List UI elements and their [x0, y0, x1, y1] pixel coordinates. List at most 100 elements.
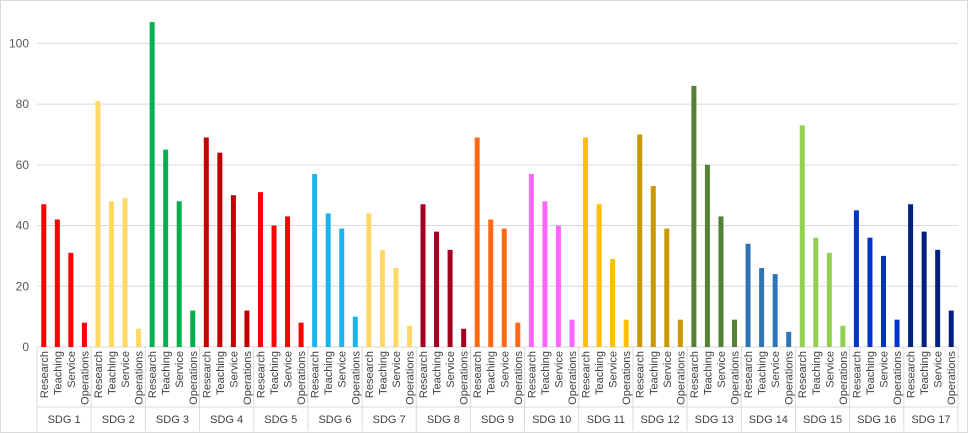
- bar: [447, 249, 453, 347]
- subcategory-label: Operations: [621, 351, 633, 405]
- subcategory-label: Operations: [79, 351, 91, 405]
- bar: [921, 231, 927, 347]
- subcategory-label: Service: [283, 351, 295, 388]
- subcategory-label: Service: [228, 351, 240, 388]
- bar: [867, 237, 873, 347]
- bar: [108, 201, 114, 347]
- subcategory-label: Teaching: [432, 351, 444, 395]
- subcategory-label: Teaching: [215, 351, 227, 395]
- subcategory-label: Research: [581, 351, 593, 398]
- subcategory-label: Teaching: [52, 351, 64, 395]
- bar: [271, 225, 277, 347]
- bar: [122, 198, 128, 347]
- y-tick-label: 100: [9, 36, 29, 50]
- group-label: SDG 17: [911, 414, 950, 426]
- bar: [583, 137, 589, 347]
- subcategory-label: Teaching: [594, 351, 606, 395]
- subcategory-label: Teaching: [106, 351, 118, 395]
- subcategory-label: Teaching: [702, 351, 714, 395]
- y-tick-label: 0: [22, 340, 29, 354]
- bar: [935, 249, 941, 347]
- bar: [759, 268, 765, 347]
- bar: [41, 204, 47, 347]
- bar: [54, 219, 60, 347]
- subcategory-label: Research: [635, 351, 647, 398]
- bar: [704, 164, 710, 347]
- bar: [230, 195, 236, 347]
- group-label: SDG 5: [264, 414, 297, 426]
- subcategory-label: Research: [418, 351, 430, 398]
- subcategory-label: Operations: [784, 351, 796, 405]
- y-tick-label: 60: [16, 158, 30, 172]
- bar: [853, 210, 859, 347]
- bar: [786, 331, 792, 347]
- bar: [813, 237, 819, 347]
- subcategory-label: Operations: [404, 351, 416, 405]
- subcategory-label: Research: [201, 351, 213, 398]
- subcategory-label: Operations: [567, 351, 579, 405]
- bar: [298, 322, 304, 347]
- subcategory-label: Service: [933, 351, 945, 388]
- subcategory-label: Operations: [188, 351, 200, 405]
- bar: [948, 310, 954, 347]
- subcategory-label: Service: [445, 351, 457, 388]
- subcategory-label: Service: [391, 351, 403, 388]
- group-label: SDG 3: [156, 414, 189, 426]
- subcategory-label: Service: [337, 351, 349, 388]
- group-label: SDG 7: [373, 414, 406, 426]
- bar: [799, 125, 805, 347]
- bar: [515, 322, 521, 347]
- bar: [610, 258, 616, 347]
- bar: [95, 101, 101, 348]
- subcategory-label: Operations: [730, 351, 742, 405]
- subcategory-label: Research: [255, 351, 267, 398]
- group-label: SDG 13: [695, 414, 734, 426]
- group-label: SDG 4: [210, 414, 243, 426]
- bar: [285, 216, 291, 347]
- bar: [908, 204, 914, 347]
- bar: [352, 316, 358, 347]
- subcategory-label: Teaching: [540, 351, 552, 395]
- bar: [488, 219, 494, 347]
- bar: [68, 252, 74, 347]
- group-label: SDG 6: [318, 414, 351, 426]
- group-label: SDG 15: [803, 414, 842, 426]
- subcategory-label: Service: [499, 351, 511, 388]
- subcategory-label: Operations: [296, 351, 308, 405]
- subcategory-label: Teaching: [648, 351, 660, 395]
- subcategory-label: Operations: [946, 351, 958, 405]
- subcategory-label: Operations: [675, 351, 687, 405]
- subcategory-label: Operations: [892, 351, 904, 405]
- subcategory-label: Operations: [350, 351, 362, 405]
- group-label: SDG 12: [640, 414, 679, 426]
- bar: [176, 201, 182, 347]
- subcategory-label: Research: [147, 351, 159, 398]
- bar: [434, 231, 440, 347]
- subcategory-label: Research: [39, 351, 51, 398]
- bar: [555, 225, 561, 347]
- subcategory-label: Research: [689, 351, 701, 398]
- subcategory-label: Research: [797, 351, 809, 398]
- subcategory-label: Teaching: [486, 351, 498, 395]
- subcategory-label: Operations: [242, 351, 254, 405]
- bar: [474, 137, 480, 347]
- bar: [745, 243, 751, 347]
- bar: [203, 137, 209, 347]
- group-label: SDG 8: [427, 414, 460, 426]
- bar: [393, 268, 399, 347]
- bar: [325, 213, 331, 347]
- group-label: SDG 9: [481, 414, 514, 426]
- subcategory-label: Operations: [134, 351, 146, 405]
- subcategory-label: Research: [526, 351, 538, 398]
- bar: [528, 173, 534, 347]
- subcategory-label: Service: [608, 351, 620, 388]
- group-label: SDG 16: [857, 414, 896, 426]
- subcategory-label: Research: [743, 351, 755, 398]
- bar: [542, 201, 548, 347]
- subcategory-label: Teaching: [757, 351, 769, 395]
- bar: [826, 252, 832, 347]
- subcategory-label: Service: [174, 351, 186, 388]
- subcategory-label: Teaching: [865, 351, 877, 395]
- subcategory-label: Teaching: [377, 351, 389, 395]
- subcategory-label: Service: [824, 351, 836, 388]
